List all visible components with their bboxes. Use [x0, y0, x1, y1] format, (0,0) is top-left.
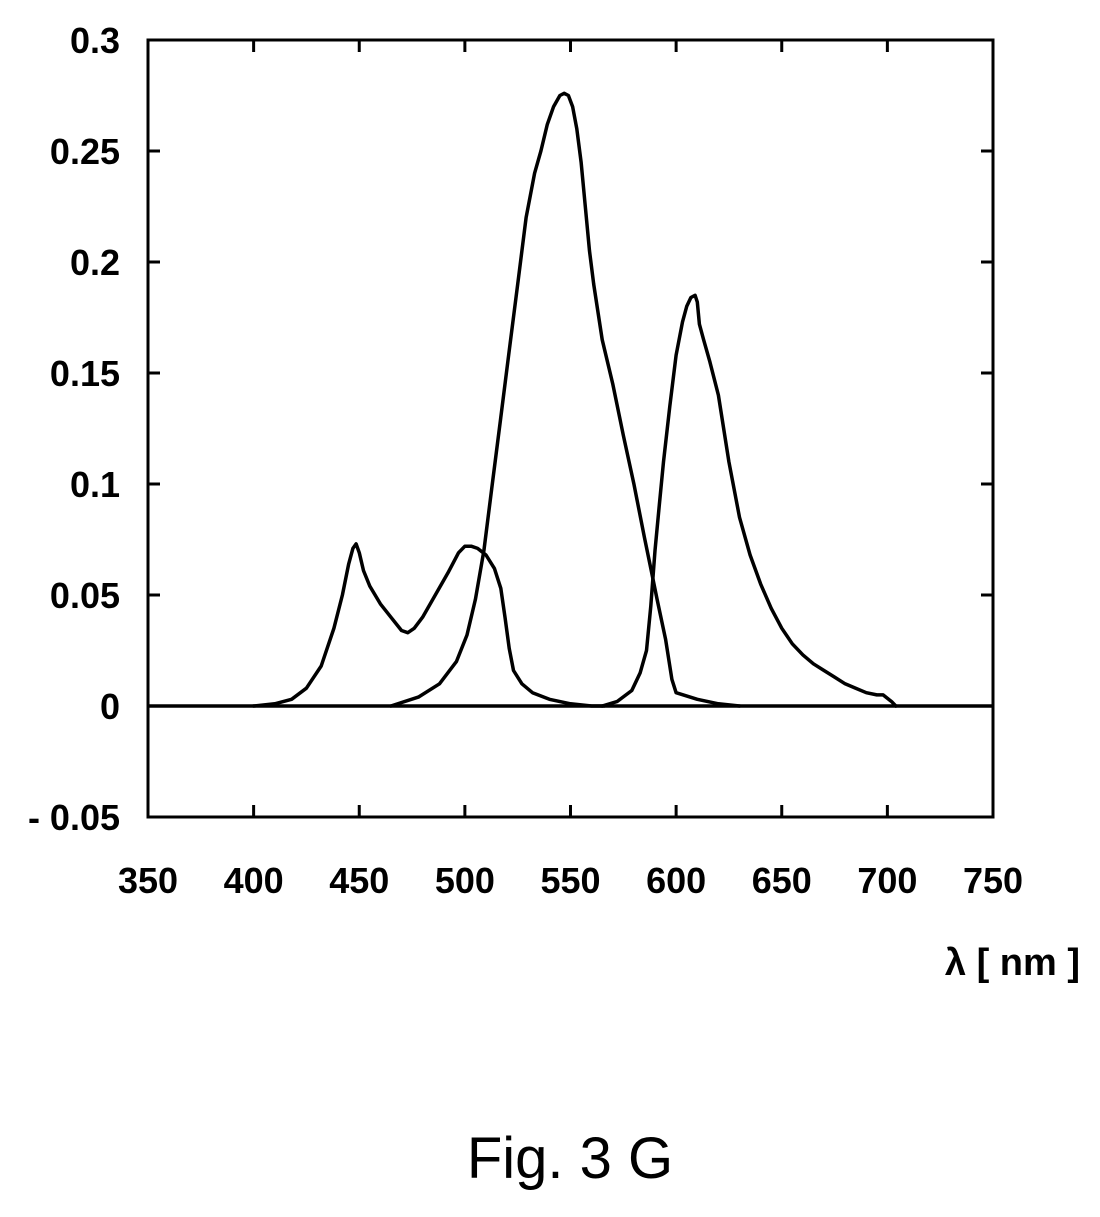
plot-frame	[146, 38, 995, 819]
x-tick-label: 700	[857, 860, 917, 901]
y-tick-labels: - 0.05 0 0.05 0.1 0.15 0.2 0.25 0.3	[28, 20, 120, 838]
series-line-3	[600, 293, 898, 708]
x-tick-label: 400	[224, 860, 284, 901]
y-tick-label: 0.05	[50, 575, 120, 616]
axis-ticks	[146, 38, 995, 819]
y-tick-label: 0.1	[70, 464, 120, 505]
plot-border	[146, 38, 995, 819]
y-tick-label: 0.3	[70, 20, 120, 61]
x-tick-label: 550	[540, 860, 600, 901]
x-tick-label: 450	[329, 860, 389, 901]
x-tick-label: 500	[435, 860, 495, 901]
x-tick-label: 650	[752, 860, 812, 901]
y-tick-label: 0	[100, 686, 120, 727]
x-tick-label: 600	[646, 860, 706, 901]
series-line-2	[389, 91, 742, 708]
y-tick-label: 0.15	[50, 353, 120, 394]
x-axis-label: λ [ nm ]	[945, 942, 1080, 984]
series-lines	[251, 91, 898, 708]
y-tick-label: 0.25	[50, 131, 120, 172]
y-tick-label: 0.2	[70, 242, 120, 283]
y-tick-label: - 0.05	[28, 797, 120, 838]
series-line-1	[251, 542, 607, 708]
figure-caption: Fig. 3 G	[467, 1126, 673, 1191]
x-tick-label: 750	[963, 860, 1023, 901]
x-tick-labels: 350 400 450 500 550 600 650 700 750	[118, 860, 1023, 901]
x-tick-label: 350	[118, 860, 178, 901]
